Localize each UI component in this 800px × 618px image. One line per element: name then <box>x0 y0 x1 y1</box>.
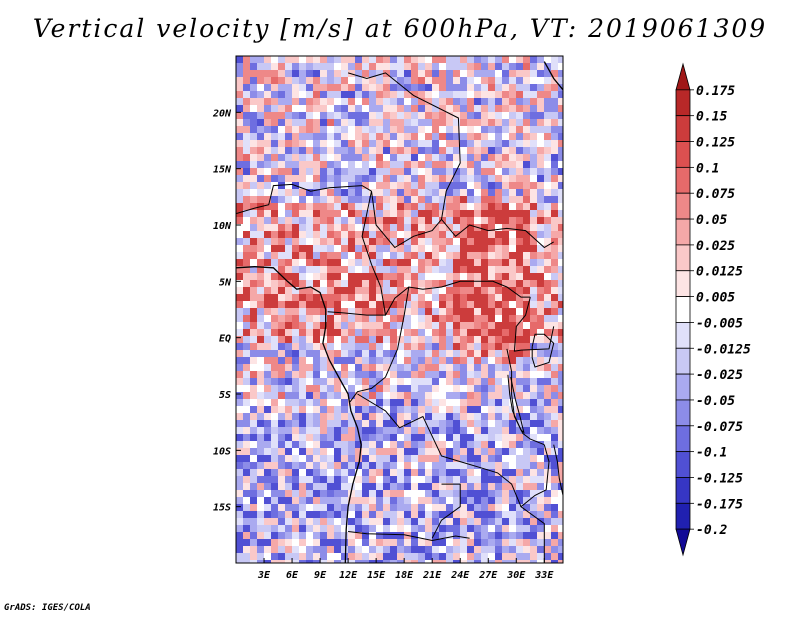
lat-tick-label: 15S <box>213 503 231 514</box>
lon-tick-label: 21E <box>422 570 442 581</box>
plot-frame <box>235 55 564 564</box>
lat-tick-label: 15N <box>213 165 232 176</box>
colorbar-swatch <box>675 89 691 117</box>
latitude-axis: 20N 15N 10N 5N EQ 5S 10S 15S <box>212 108 241 514</box>
colorbar-label: 0.005 <box>696 291 735 306</box>
coastlines-and-borders <box>236 61 563 563</box>
vertical-velocity-field <box>236 56 563 563</box>
lon-tick-label: 18E <box>395 570 414 581</box>
colorbar-label: 0.05 <box>696 213 727 228</box>
colorbar-swatch <box>675 528 691 557</box>
colorbar-swatch <box>675 322 691 349</box>
colorbar-swatch <box>675 192 691 220</box>
lat-tick-label: EQ <box>219 334 231 345</box>
colorbar-swatch <box>675 166 691 194</box>
colorbar-swatch <box>675 347 691 375</box>
lon-tick-label: 3E <box>257 570 271 581</box>
grads-credit: GrADS: IGES/COLA <box>4 603 91 613</box>
colorbar-label: 0.025 <box>696 239 735 254</box>
lon-tick-label: 24E <box>450 570 470 581</box>
colorbar-label: 0.175 <box>696 84 735 99</box>
colorbar-swatch <box>675 477 691 504</box>
colorbar-label: 0.1 <box>696 161 719 176</box>
colorbar-swatch <box>675 244 691 272</box>
colorbar-label: -0.0125 <box>696 342 751 357</box>
colorbar-swatch <box>675 296 691 323</box>
colorbar-label: 0.15 <box>696 110 727 125</box>
colorbar-label: 0.0125 <box>696 265 743 280</box>
colorbar-swatch <box>675 373 691 401</box>
colorbar-label: 0.075 <box>696 187 735 202</box>
colorbar-label: 0.125 <box>696 136 735 151</box>
colorbar-label: -0.125 <box>696 471 743 486</box>
lon-tick-label: 30E <box>506 570 526 581</box>
lon-tick-label: 27E <box>478 570 498 581</box>
colorbar-label: -0.005 <box>696 316 743 331</box>
map-title: Vertical velocity [m/s] at 600hPa, VT: 2… <box>32 14 768 43</box>
lat-tick-label: 5N <box>219 277 232 288</box>
colorbar-swatch <box>675 451 691 478</box>
lon-tick-label: 9E <box>314 570 327 581</box>
lat-tick-label: 10N <box>213 221 232 232</box>
lat-tick-label: 5S <box>219 390 231 401</box>
colorbar-swatch <box>675 502 691 530</box>
colorbar-swatch <box>675 62 691 91</box>
colorbar: 0.175 0.15 0.125 0.1 0.075 0.05 0.025 0.0125 0.0… <box>675 62 751 557</box>
colorbar-label: -0.025 <box>696 368 743 383</box>
colorbar-label: -0.2 <box>696 523 727 538</box>
colorbar-label: -0.05 <box>696 394 735 409</box>
longitude-axis: 3E 6E 9E 12E 15E 18E 21E 24E 27E 30E 33E <box>257 558 554 581</box>
colorbar-swatch <box>675 270 691 297</box>
colorbar-swatch <box>675 115 691 142</box>
colorbar-swatch <box>675 141 691 168</box>
colorbar-swatch <box>675 425 691 453</box>
colorbar-label: -0.175 <box>696 497 743 512</box>
colorbar-label: -0.1 <box>696 446 727 461</box>
lon-tick-label: 12E <box>339 570 358 581</box>
lat-tick-label: 20N <box>212 108 232 119</box>
colorbar-swatch <box>675 218 691 246</box>
lon-tick-label: 33E <box>534 570 554 581</box>
colorbar-label: -0.075 <box>696 420 743 435</box>
lat-tick-label: 10S <box>213 446 231 457</box>
lon-tick-label: 6E <box>286 570 299 581</box>
lon-tick-label: 15E <box>367 570 386 581</box>
colorbar-swatch <box>675 399 691 427</box>
